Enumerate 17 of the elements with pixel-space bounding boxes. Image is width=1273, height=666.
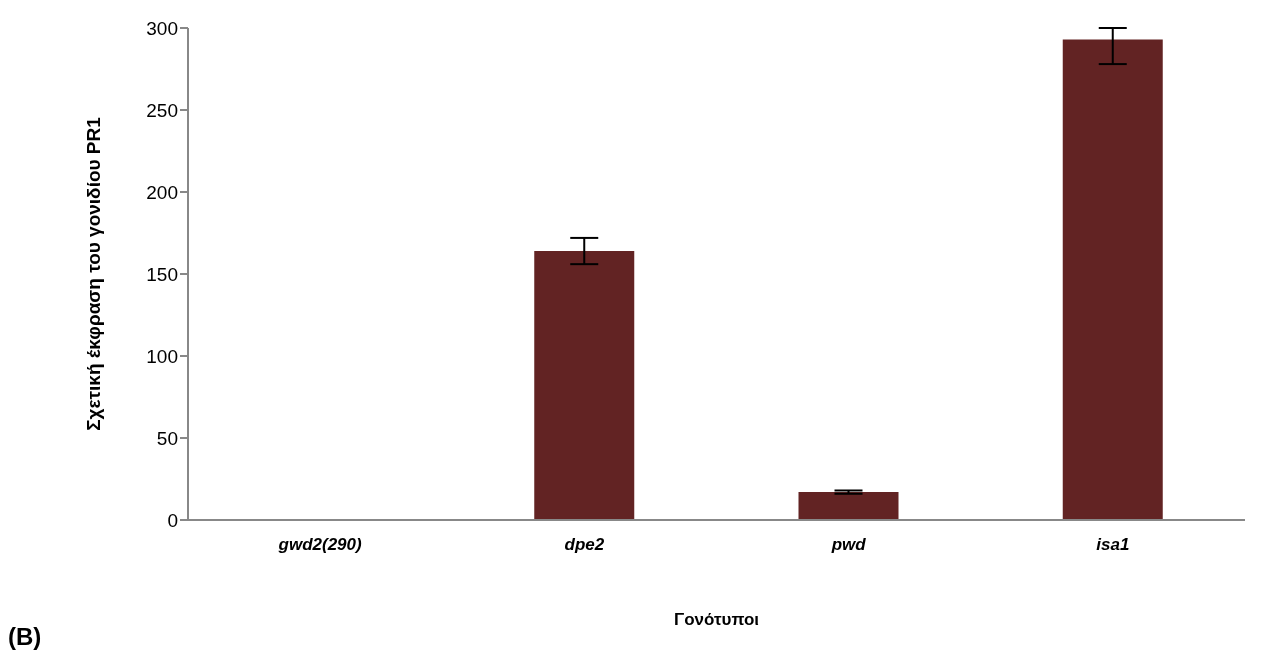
y-tick-label: 300 bbox=[146, 17, 178, 39]
bar bbox=[798, 492, 899, 520]
bar bbox=[1062, 39, 1163, 520]
y-tick-label: 250 bbox=[146, 99, 178, 121]
y-tick-label: 150 bbox=[146, 263, 178, 285]
text: (B) bbox=[8, 623, 42, 651]
y-axis-title: Σχετική έκφραση του γονιδίου PR1 bbox=[82, 116, 104, 431]
y-tick-label: 50 bbox=[156, 427, 178, 449]
x-tick-label: dpe2 bbox=[564, 535, 605, 555]
x-axis-title: Γονότυποι bbox=[673, 610, 760, 629]
y-tick-label: 200 bbox=[146, 181, 178, 203]
bar bbox=[534, 251, 635, 520]
y-tick-label: 0 bbox=[167, 509, 178, 531]
x-tick-label: gwd2(290) bbox=[277, 535, 363, 555]
x-tick-label: isa1 bbox=[1096, 535, 1130, 555]
x-tick-label: pwd bbox=[830, 535, 867, 555]
y-tick-label: 100 bbox=[146, 345, 178, 367]
